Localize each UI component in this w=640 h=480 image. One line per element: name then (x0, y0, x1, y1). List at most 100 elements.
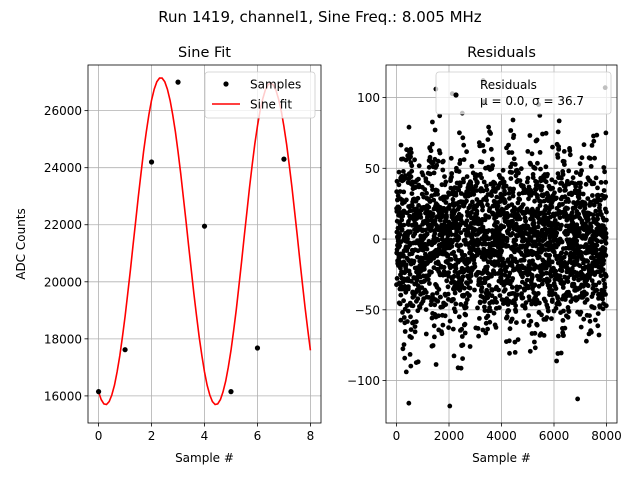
residual-point (451, 297, 456, 302)
residual-point (407, 271, 413, 277)
residual-point (500, 237, 506, 243)
residual-point (562, 162, 567, 168)
residual-point (527, 133, 533, 138)
residual-point (443, 302, 449, 307)
residual-point (396, 182, 402, 188)
residual-point (508, 128, 514, 133)
residual-point (472, 264, 478, 269)
residual-point (589, 329, 594, 335)
residual-point (553, 286, 559, 291)
residual-point (524, 179, 530, 185)
residual-point (427, 171, 433, 177)
residual-point (598, 273, 604, 279)
residual-point (580, 191, 586, 197)
residual-point (523, 300, 529, 306)
residual-point (574, 257, 580, 263)
residual-point (506, 308, 512, 314)
residual-point (475, 305, 480, 311)
sine-x-tick-label: 0 (95, 429, 103, 443)
resid-y-tick-label: −100 (347, 374, 380, 388)
residual-point (399, 217, 405, 223)
residual-point (507, 326, 513, 332)
residual-point (567, 292, 573, 298)
residual-point (526, 313, 531, 318)
residual-point (464, 198, 469, 204)
residual-point (559, 175, 564, 181)
residual-point (587, 156, 593, 161)
residuals-panel-title: Residuals (467, 45, 536, 61)
residual-point (603, 303, 609, 309)
residual-point (603, 292, 608, 297)
residual-point (591, 202, 597, 208)
residual-point (399, 227, 405, 232)
residual-point (585, 196, 591, 202)
residual-point (527, 348, 533, 354)
residual-point (485, 202, 490, 208)
residual-point (504, 236, 510, 242)
residual-point (429, 315, 435, 321)
residual-point (591, 305, 597, 311)
residual-point (483, 320, 489, 326)
residual-point (447, 318, 453, 324)
sine-y-tick-label: 22000 (44, 218, 82, 232)
residual-point (499, 248, 504, 254)
residual-point (459, 334, 465, 339)
residual-point (523, 218, 528, 224)
sample-point (254, 345, 261, 351)
residual-point (565, 279, 571, 284)
residual-point (577, 263, 583, 269)
residual-point (489, 293, 495, 299)
residual-point (575, 396, 581, 402)
residual-point (530, 274, 535, 280)
residual-point (418, 215, 424, 220)
residual-point (408, 154, 413, 160)
residual-point (565, 314, 571, 320)
residual-point (467, 344, 473, 349)
residual-point (443, 179, 449, 185)
residual-point (435, 191, 440, 197)
resid-x-tick-label: 2000 (434, 429, 465, 443)
residual-point (479, 285, 485, 290)
resid-axes-frame (385, 64, 618, 424)
residual-point (409, 191, 415, 197)
residual-point (406, 400, 412, 406)
residual-point (452, 290, 458, 296)
residual-point (526, 241, 532, 247)
residual-point (407, 352, 413, 357)
residual-point (436, 237, 441, 243)
residual-point (394, 178, 400, 184)
residual-point (405, 236, 410, 242)
residual-point (476, 333, 481, 339)
residual-point (480, 143, 486, 148)
residual-point (437, 113, 443, 119)
sample-point (228, 389, 234, 395)
residual-point (525, 248, 530, 254)
residual-point (409, 278, 414, 284)
residual-point (488, 308, 493, 314)
residual-point (543, 130, 549, 136)
residual-point (456, 187, 462, 193)
residual-point (547, 262, 552, 268)
residual-point (544, 315, 550, 320)
residual-point (464, 149, 469, 155)
residual-point (411, 258, 417, 264)
residual-point (427, 281, 432, 286)
residual-point (485, 295, 491, 300)
residual-point (488, 131, 493, 136)
residual-point (537, 277, 543, 283)
residual-point (489, 193, 494, 199)
residual-point (557, 215, 563, 221)
residual-point (542, 212, 548, 217)
residual-point (408, 229, 413, 235)
residual-point (595, 238, 600, 244)
residual-point (447, 202, 453, 208)
residual-point (528, 318, 534, 324)
residual-point (460, 274, 466, 279)
residual-point (514, 292, 520, 298)
residual-point (412, 329, 418, 335)
residual-point (426, 164, 432, 170)
residual-point (474, 208, 480, 214)
residual-point (554, 358, 559, 364)
residual-point (432, 231, 438, 236)
residual-point (578, 309, 584, 315)
